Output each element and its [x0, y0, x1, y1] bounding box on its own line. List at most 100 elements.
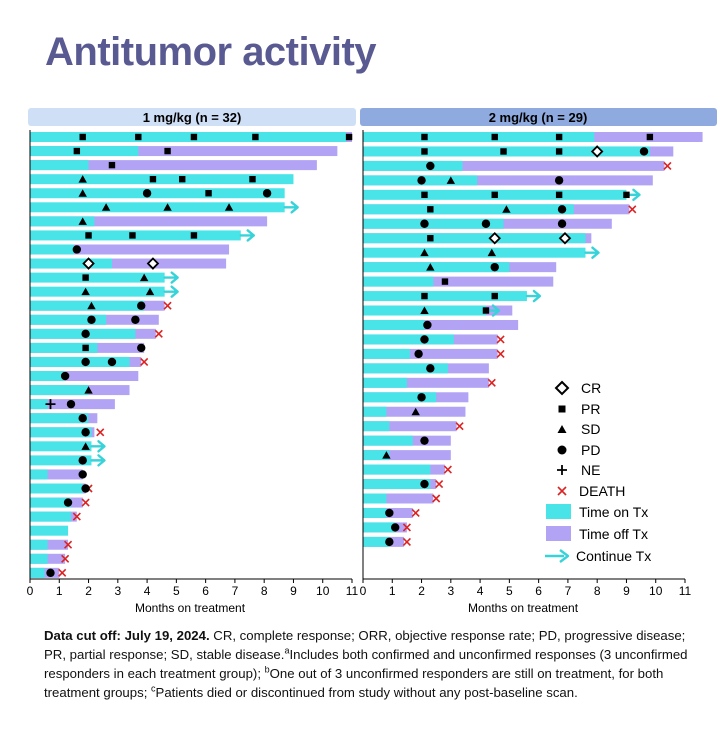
sd-marker	[411, 407, 420, 416]
pd-marker	[137, 343, 146, 353]
pr-marker	[500, 148, 507, 155]
pd-marker	[420, 335, 429, 344]
patient-row	[363, 304, 513, 317]
pd-marker	[391, 523, 400, 532]
cr-marker-icon	[554, 380, 570, 396]
pd-marker	[420, 436, 429, 445]
time-on-bar	[30, 174, 294, 185]
time-off-bar	[363, 160, 665, 171]
pr-marker	[646, 133, 654, 141]
time-on-bar	[30, 160, 89, 171]
time-off-swatch-icon	[546, 526, 571, 541]
patient-row	[30, 146, 338, 157]
pr-marker	[73, 147, 81, 155]
pd-marker	[78, 470, 87, 479]
legend: CR PR SD PD NE DEATH Time on Tx Time of	[545, 380, 651, 564]
continue-arrow	[90, 440, 106, 453]
death-marker	[455, 422, 464, 431]
patient-row	[30, 399, 115, 410]
time-off-bar	[363, 319, 519, 330]
x-tick-label: 4	[477, 584, 484, 598]
pr-marker-icon	[558, 405, 566, 413]
sd-marker	[139, 273, 149, 282]
patient-row	[30, 525, 69, 536]
patient-row	[30, 356, 149, 367]
patient-row	[363, 450, 451, 461]
data-cutoff: Data cut off: July 19, 2024.	[44, 628, 210, 643]
death-marker	[163, 301, 172, 310]
patient-row	[30, 328, 163, 339]
pr-marker	[190, 232, 198, 239]
sd-marker	[420, 248, 429, 257]
pr-marker	[129, 232, 136, 239]
death-marker	[496, 335, 505, 344]
pd-marker-icon	[557, 445, 567, 455]
time-on-bar	[30, 258, 112, 269]
legend-sd: SD	[557, 421, 600, 437]
time-off-bar	[30, 539, 69, 550]
time-on-bar	[363, 247, 586, 258]
patient-row	[30, 174, 294, 185]
time-off-bar	[30, 146, 338, 157]
legend-label: Time on Tx	[579, 504, 648, 520]
ne-marker	[45, 399, 56, 410]
sd-marker	[78, 175, 87, 183]
pr-marker	[85, 232, 92, 239]
time-on-bar	[363, 276, 434, 287]
patient-row	[30, 244, 230, 255]
footnote-text: One out of 3 unconfirmed responders are …	[44, 666, 664, 700]
pr-marker	[421, 292, 428, 300]
pd-marker	[66, 399, 76, 409]
patient-row	[30, 314, 159, 325]
pr-marker	[491, 133, 498, 141]
pr-marker	[555, 133, 563, 141]
time-on-bar	[30, 511, 71, 522]
sd-marker	[145, 287, 155, 296]
sd-marker-icon	[557, 425, 567, 433]
time-on-bar	[30, 553, 48, 564]
patient-row	[363, 188, 641, 202]
pd-marker	[481, 219, 491, 228]
time-on-bar	[30, 286, 165, 297]
time-on-bar	[363, 319, 425, 330]
sd-marker	[487, 248, 496, 257]
patient-row	[30, 160, 317, 171]
sd-marker	[78, 189, 87, 197]
patient-row	[30, 371, 139, 382]
time-off-bar	[30, 160, 317, 171]
death-marker	[402, 523, 411, 532]
pd-marker	[81, 484, 90, 493]
ne-marker-icon	[557, 465, 567, 475]
sd-marker	[81, 287, 90, 296]
time-off-bar	[30, 469, 83, 480]
pr-marker	[205, 190, 212, 197]
time-on-bar	[363, 450, 390, 461]
time-on-bar	[363, 204, 574, 215]
panel-title: 2 mg/kg (n = 29)	[489, 110, 588, 125]
time-on-bar	[30, 441, 92, 452]
patient-row	[30, 132, 353, 142]
pr-marker	[82, 274, 89, 281]
x-tick-label: 11	[346, 584, 359, 598]
time-on-bar	[363, 334, 454, 345]
patient-row	[363, 493, 441, 504]
time-on-bar	[363, 160, 463, 171]
time-on-bar	[30, 300, 145, 311]
time-on-bar	[30, 244, 74, 255]
death-marker	[140, 357, 149, 367]
x-axis-label: Months on treatment	[135, 601, 246, 615]
pd-marker	[639, 147, 649, 156]
pd-marker	[142, 189, 152, 198]
time-on-bar	[363, 507, 387, 518]
time-on-bar	[363, 262, 510, 273]
pr-marker	[421, 148, 428, 155]
pd-marker	[131, 315, 140, 324]
pr-marker	[491, 292, 498, 300]
pr-marker	[555, 148, 563, 155]
legend-label: DEATH	[579, 483, 625, 499]
pd-marker	[81, 428, 90, 437]
patient-row	[30, 285, 179, 298]
x-axis-label: Months on treatment	[468, 601, 579, 615]
time-on-bar	[363, 464, 431, 475]
time-off-bar	[363, 276, 554, 287]
